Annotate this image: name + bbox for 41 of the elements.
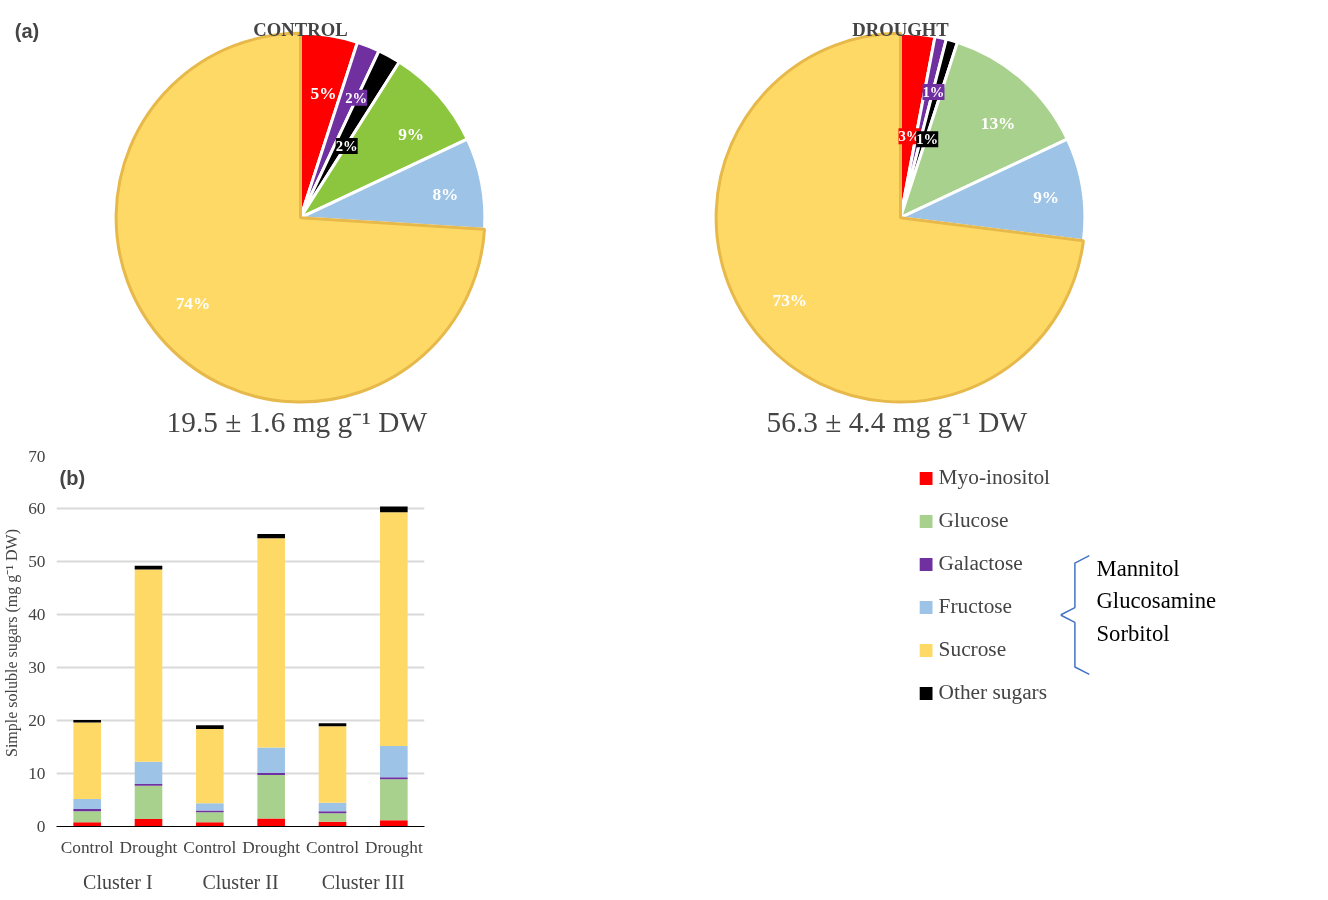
chart-title: DROUGHT (852, 19, 950, 41)
text: 19.5 ± 1.6 mg g⁻¹ DW (166, 405, 428, 438)
x-tick-label: Control (60, 837, 114, 857)
y-tick-label: 0 (36, 817, 46, 836)
data-label: 73% (772, 291, 808, 311)
legend-label: Glucose (938, 508, 1009, 533)
x-tick-label: Drought (242, 837, 301, 857)
data-label: 5% (310, 83, 337, 103)
data-label: 9% (1033, 188, 1060, 208)
y-tick-label: 30 (28, 658, 46, 677)
y-tick-label: 20 (28, 711, 46, 730)
y-tick-label: 70 (28, 446, 46, 466)
data-label: 13% (980, 113, 1016, 133)
x-tick-label: Control (183, 837, 237, 857)
data-label: 2% (345, 89, 368, 106)
text: Mannitol Glucosamine Sorbitol (1096, 555, 1217, 646)
y-tick-label: 60 (28, 499, 46, 518)
data-label: 2% (335, 138, 358, 155)
text: Cluster I (83, 870, 153, 893)
data-label: 74% (175, 294, 211, 314)
legend-label: Galactose (938, 551, 1023, 576)
data-label: 8% (432, 184, 459, 204)
legend-label: Sucrose (938, 637, 1007, 662)
y-tick-label: 50 (28, 552, 46, 571)
x-tick-label: Drought (119, 837, 178, 857)
text: Cluster III (321, 870, 405, 893)
text: (a) (14, 19, 40, 42)
y-tick-label: 40 (28, 605, 46, 624)
legend-label: Other sugars (938, 680, 1047, 705)
chart-title: CONTROL (253, 19, 348, 41)
text: 56.3 ± 4.4 mg g⁻¹ DW (766, 405, 1028, 438)
annotation: (b) (59, 466, 86, 489)
text: Cluster II (202, 870, 279, 893)
y-axis-title: Simple soluble sugars (mg g⁻¹ DW) (3, 529, 22, 757)
data-label: 9% (398, 125, 425, 145)
legend-label: Myo-inositol (938, 465, 1050, 490)
data-label: 1% (922, 83, 945, 100)
legend-label: Fructose (938, 594, 1013, 619)
y-tick-label: 10 (28, 764, 46, 783)
x-tick-label: Control (306, 837, 360, 857)
x-tick-label: Drought (364, 837, 423, 857)
